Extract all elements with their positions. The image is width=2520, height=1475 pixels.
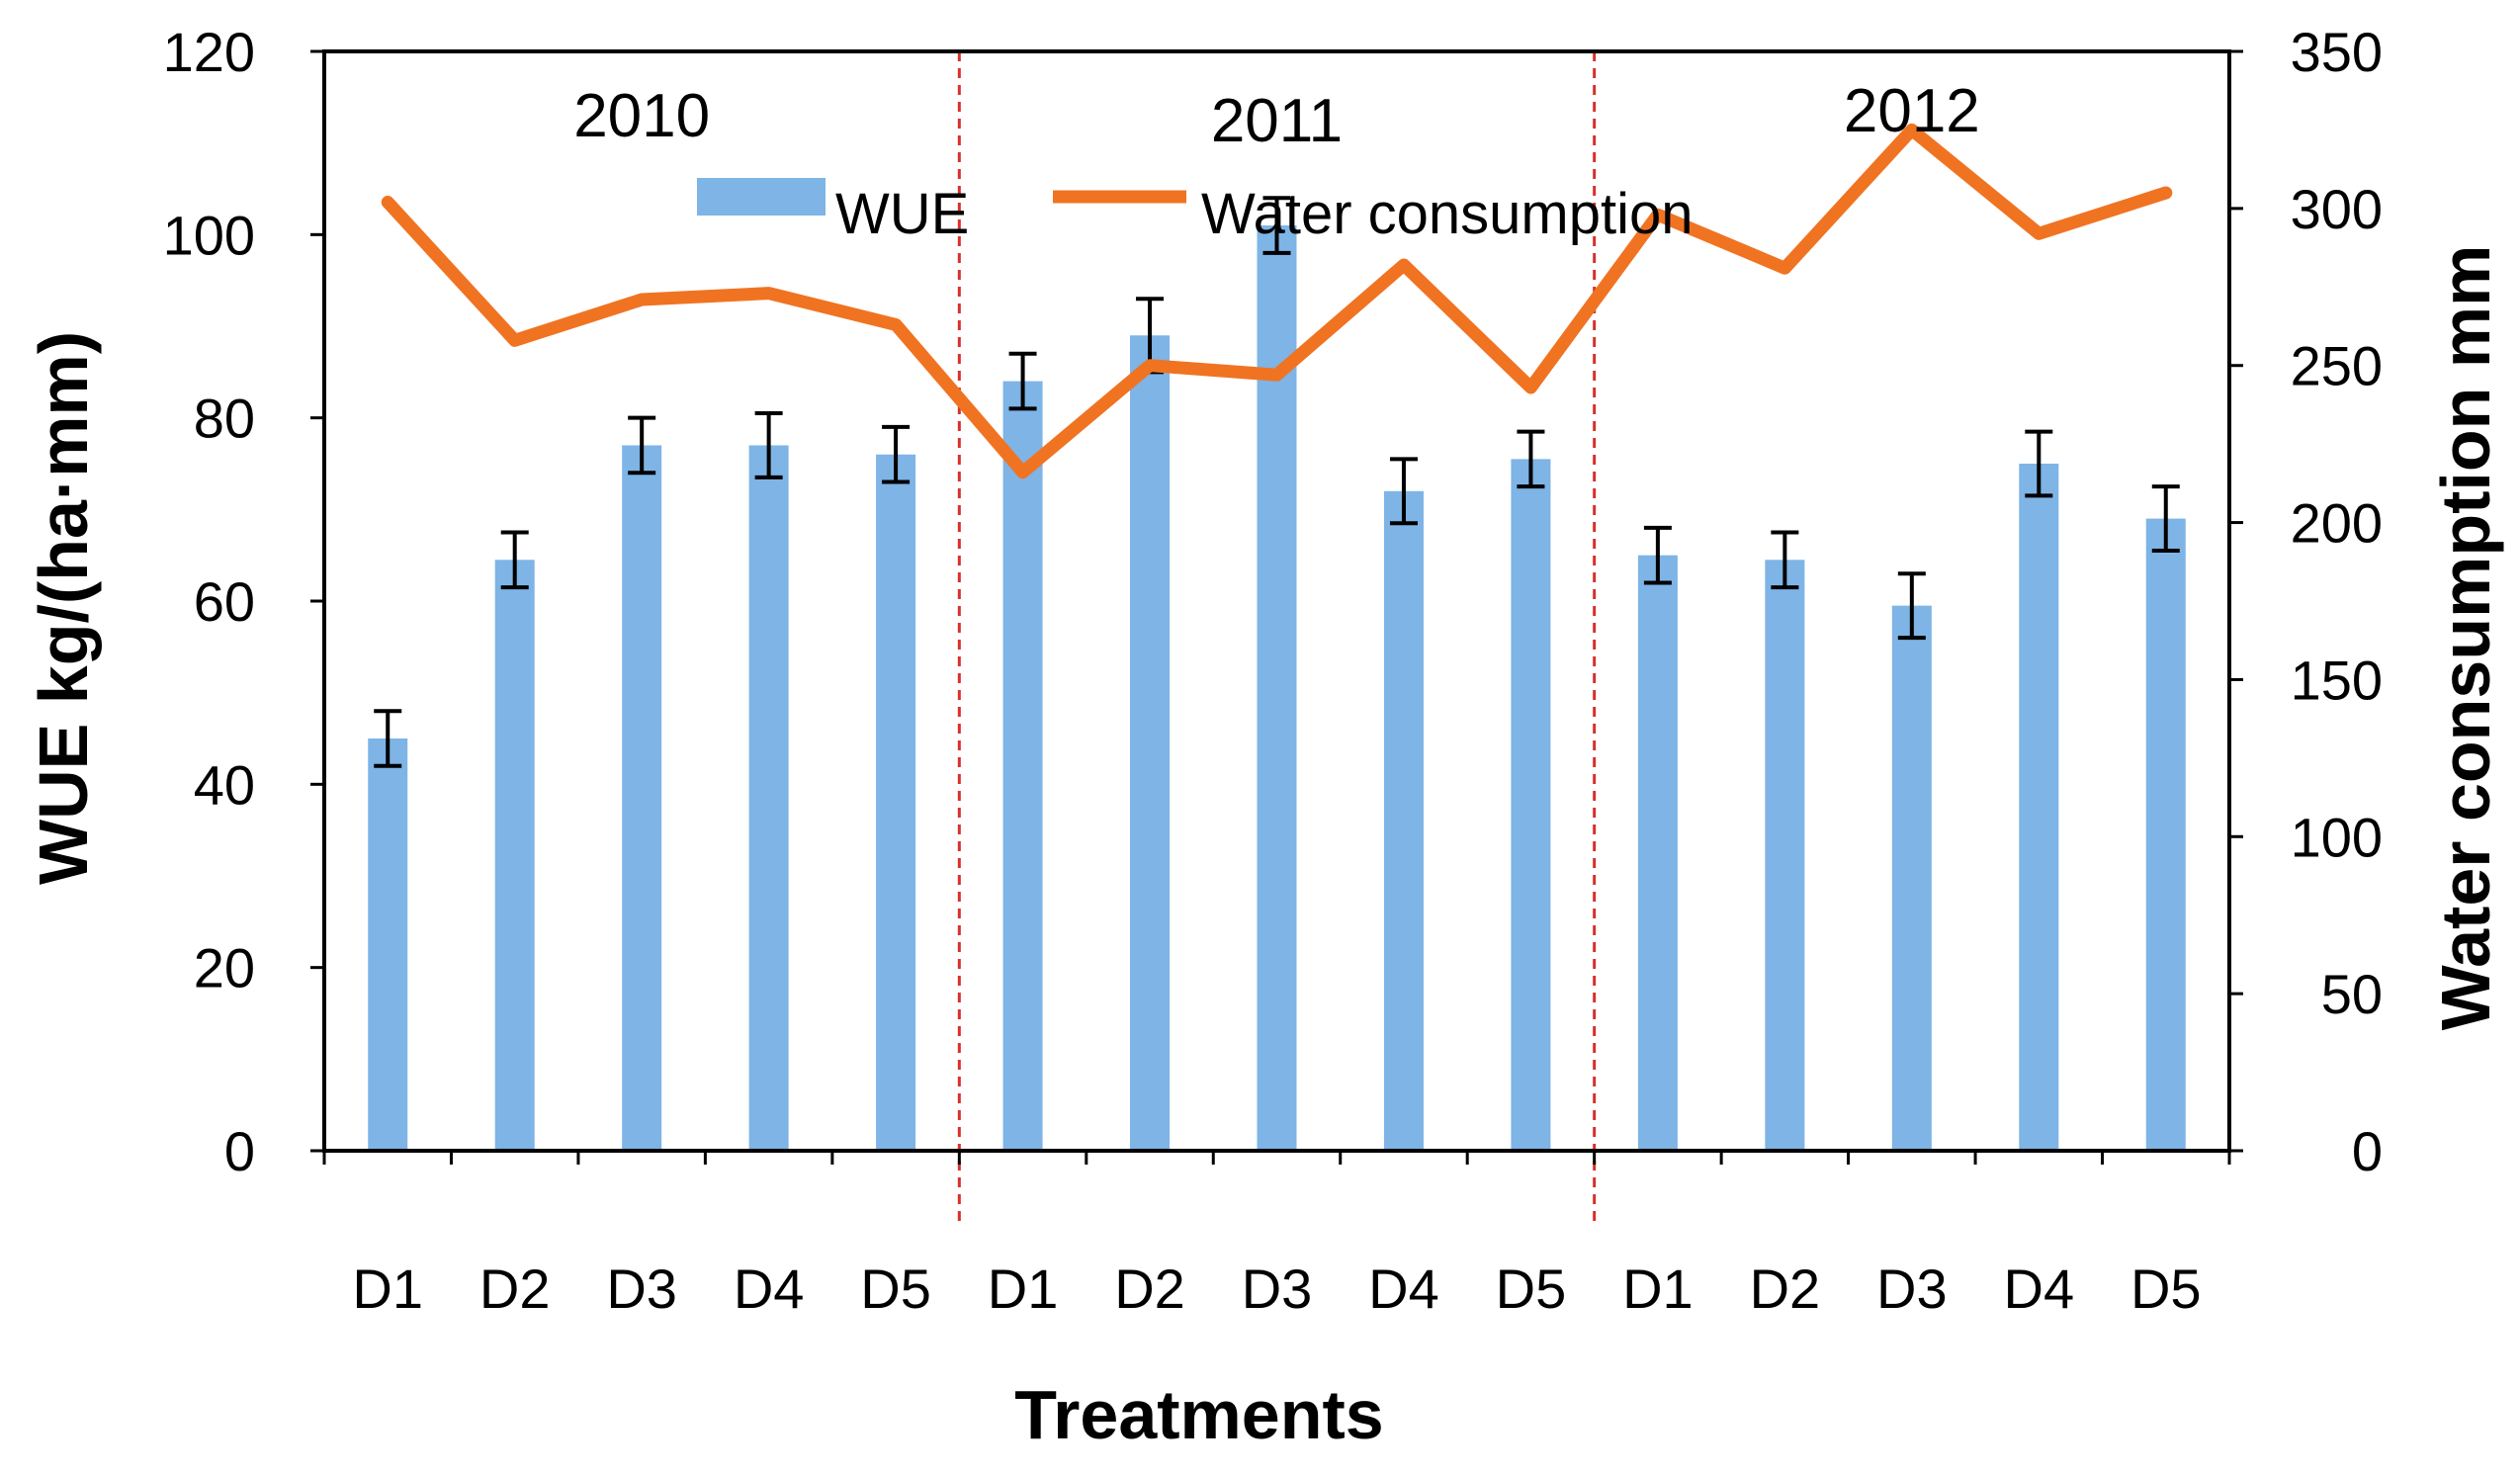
wue-bar (368, 738, 408, 1151)
year-label: 2012 (1844, 77, 1980, 145)
y-axis-title: WUE kg/(ha·mm) (25, 331, 102, 885)
bars-layer (368, 225, 2186, 1152)
y-tick-label: 60 (194, 570, 255, 633)
x-tick-label: D1 (1622, 1258, 1694, 1320)
year-separators (957, 51, 1597, 1226)
wue-bar (748, 445, 789, 1151)
left-axis-ticks: 0 20 40 60 80 100 120 (163, 21, 324, 1182)
x-axis-title: Treatments (1014, 1376, 1383, 1453)
y2-tick-label: 50 (2321, 963, 2383, 1025)
wue-bar (2145, 518, 2186, 1151)
x-tick-label: D1 (352, 1258, 423, 1320)
x-tick-label: D2 (1114, 1258, 1185, 1320)
x-tick-label: D5 (1496, 1258, 1567, 1320)
wue-bar (1002, 381, 1043, 1152)
x-tick-label: D1 (988, 1258, 1059, 1320)
wue-bar (1637, 555, 1678, 1151)
y2-tick-label: 350 (2291, 21, 2383, 83)
y2-tick-label: 300 (2291, 178, 2383, 240)
wue-bar (1383, 490, 1424, 1151)
y-tick-label: 20 (194, 937, 255, 999)
water-consumption-line (381, 123, 2173, 479)
wue-bar (1891, 605, 1932, 1151)
x-tick-label: D5 (2130, 1258, 2202, 1320)
y2-tick-label: 200 (2291, 492, 2383, 555)
line-layer (381, 123, 2173, 479)
x-tick-label: D4 (734, 1258, 805, 1320)
y-tick-label: 80 (194, 388, 255, 450)
x-axis-ticks: D1 D2 D3 D4 D5 D1 D2 D3 D4 D5 D1 D2 D3 D4 D5 (322, 1151, 2231, 1320)
x-tick-label: D2 (1750, 1258, 1821, 1320)
right-axis-ticks: 0 50 100 150 200 250 300 350 (2229, 21, 2383, 1182)
legend-label-wue: WUE (835, 182, 969, 246)
y2-tick-label: 150 (2291, 649, 2383, 711)
legend: WUE Water consumption (697, 178, 1694, 246)
wue-bar (876, 454, 916, 1151)
wue-bar (494, 560, 535, 1151)
x-tick-label: D4 (1368, 1258, 1439, 1320)
year-labels: 2010 2011 2012 (573, 77, 1980, 155)
y-tick-label: 0 (224, 1120, 255, 1182)
y-tick-label: 120 (163, 21, 255, 83)
y2-axis-title: Water consumption mm (2427, 245, 2504, 1031)
year-label: 2010 (573, 82, 710, 150)
x-tick-label: D3 (1876, 1258, 1948, 1320)
legend-label-water: Water consumption (1201, 182, 1694, 246)
wue-bar (1511, 459, 1551, 1151)
wue-bar (622, 445, 662, 1151)
y2-tick-label: 100 (2291, 806, 2383, 868)
x-tick-label: D4 (2004, 1258, 2075, 1320)
legend-swatch-wue (697, 178, 826, 216)
wue-bar (1130, 335, 1171, 1151)
wue-bar (1765, 560, 1805, 1151)
x-tick-label: D5 (860, 1258, 931, 1320)
x-tick-label: D3 (1242, 1258, 1313, 1320)
x-tick-label: D2 (479, 1258, 551, 1320)
y-tick-label: 40 (194, 753, 255, 816)
wue-bar (2019, 464, 2059, 1151)
y2-tick-label: 250 (2291, 335, 2383, 397)
y2-tick-label: 0 (2352, 1120, 2383, 1182)
y-tick-label: 100 (163, 204, 255, 266)
year-label: 2011 (1211, 87, 1343, 155)
x-tick-label: D3 (606, 1258, 677, 1320)
